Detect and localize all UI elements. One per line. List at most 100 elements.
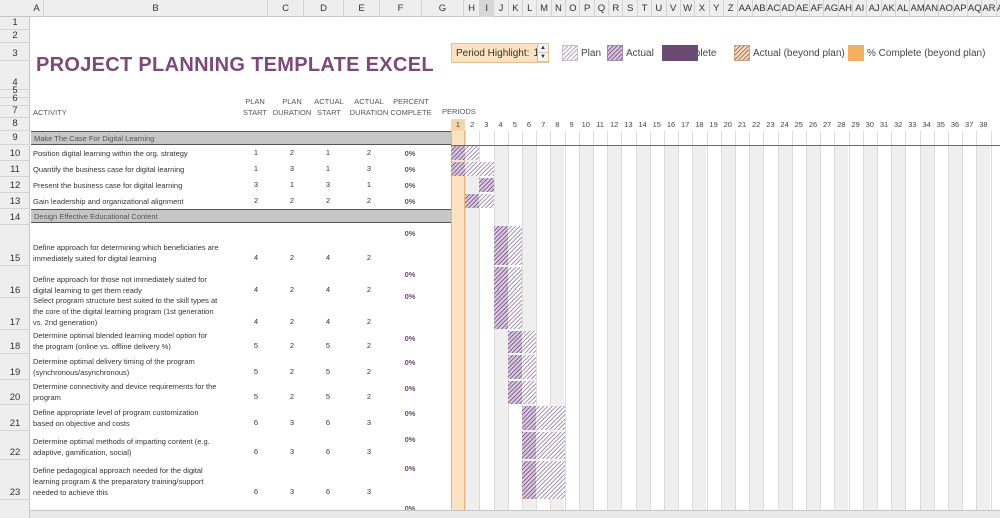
period-gridline [649,131,651,518]
column-header-p[interactable]: P [580,0,595,17]
row-header-20[interactable]: 20 [0,380,30,405]
period-spinner[interactable]: ▲ ▼ [537,44,548,62]
column-header-x[interactable]: X [695,0,710,17]
column-header-o[interactable]: O [566,0,581,17]
plan-start-cell: 6 [253,447,259,456]
column-header-e[interactable]: E [344,0,380,17]
row-header-3[interactable]: 3 [0,43,30,61]
row-header-7[interactable]: 7 [0,105,30,118]
column-header-y[interactable]: Y [710,0,724,17]
period-number: 19 [709,120,718,129]
sheet-tab-bar[interactable] [30,510,1000,518]
row-header-9[interactable]: 9 [0,131,30,145]
column-header-r[interactable]: R [609,0,624,17]
actual-start-cell: 4 [325,253,331,262]
row-header-17[interactable]: 17 [0,298,30,330]
actual-bar [465,194,480,208]
column-header-ap[interactable]: AP [954,0,968,17]
column-header-f[interactable]: F [380,0,422,17]
spinner-up-icon[interactable]: ▲ [538,44,548,53]
row-header-1[interactable]: 1 [0,17,30,30]
period-number: 2 [470,120,475,129]
column-header-j[interactable]: J [494,0,509,17]
column-header-ak[interactable]: AK [882,0,897,17]
actual-bar [451,162,466,176]
row-header-14[interactable]: 14 [0,209,30,225]
row-header-6[interactable]: 6 [0,93,30,106]
column-header-z[interactable]: Z [724,0,739,17]
plan-duration-cell: 2 [289,148,295,157]
row-header-4[interactable]: 4 [0,61,30,90]
column-header-g[interactable]: G [422,0,464,17]
column-header-an[interactable]: AN [925,0,940,17]
period-band [834,145,849,518]
column-header-m[interactable]: M [537,0,552,17]
plan-duration-cell: 3 [289,164,295,173]
column-header-aq[interactable]: AQ [968,0,983,17]
column-header-aj[interactable]: AJ [867,0,882,17]
spinner-down-icon[interactable]: ▼ [538,53,548,62]
period-gridline [777,131,779,518]
column-header-w[interactable]: W [681,0,696,17]
actual-bar [522,461,537,499]
column-header-s[interactable]: S [624,0,638,17]
activity-name: Select program structure best suited to … [33,296,218,327]
column-header-v[interactable]: V [667,0,681,17]
row-header-16[interactable]: 16 [0,266,30,298]
actual-bar [522,406,537,430]
row-header-18[interactable]: 18 [0,330,30,354]
period-number: 17 [681,120,690,129]
activity-name: Define approach for those not immediatel… [33,275,207,295]
row-header-15[interactable]: 15 [0,225,30,266]
period-highlight-control[interactable]: Period Highlight: 1 ▲ ▼ [451,43,549,63]
row-header-10[interactable]: 10 [0,145,30,161]
column-header-k[interactable]: K [509,0,524,17]
period-gridline [720,131,722,518]
row-header-21[interactable]: 21 [0,405,30,431]
column-header-ad[interactable]: AD [781,0,796,17]
column-header-ab[interactable]: AB [753,0,767,17]
actual-duration-cell: 2 [366,341,372,350]
column-header-al[interactable]: AL [896,0,911,17]
column-header-aa[interactable]: AA [738,0,753,17]
column-header-b[interactable]: B [44,0,268,17]
column-header-am[interactable]: AM [911,0,925,17]
column-header-n[interactable]: N [552,0,567,17]
column-header-af[interactable]: AF [810,0,825,17]
column-header-u[interactable]: U [652,0,667,17]
row-header-19[interactable]: 19 [0,354,30,380]
column-header-d[interactable]: D [304,0,344,17]
column-header-t[interactable]: T [638,0,653,17]
row-header-13[interactable]: 13 [0,193,30,209]
legend-pct-complete: % Complete [662,44,716,62]
row-header-8[interactable]: 8 [0,118,30,131]
row-header-23[interactable]: 23 [0,460,30,500]
column-header-h[interactable]: H [464,0,480,17]
period-highlight-label: Period Highlight: [456,47,530,59]
period-gridline [621,131,623,518]
column-header-c[interactable]: C [268,0,304,17]
row-header-11[interactable]: 11 [0,161,30,177]
column-header-l[interactable]: L [523,0,538,17]
column-header-q[interactable]: Q [595,0,610,17]
column-header-ao[interactable]: AO [939,0,954,17]
column-header-ac[interactable]: AC [767,0,782,17]
column-header-ae[interactable]: AE [796,0,811,17]
column-header-as[interactable]: AS [997,0,1000,17]
column-header-ah[interactable]: AH [839,0,854,17]
row-header-22[interactable]: 22 [0,431,30,460]
column-header-ai[interactable]: AI [853,0,868,17]
column-header-a[interactable]: A [30,0,44,17]
column-header-ag[interactable]: AG [824,0,839,17]
period-number: 1 [451,119,465,131]
period-number: 28 [837,120,846,129]
period-gridline [962,131,964,518]
column-header-ar[interactable]: AR [982,0,997,17]
plan-duration-cell: 3 [289,487,295,496]
column-header-i[interactable]: I [480,0,495,17]
row-header-12[interactable]: 12 [0,177,30,193]
row-header-5[interactable]: 5 [0,85,30,98]
percent-complete-cell: 0% [404,409,416,418]
row-header-2[interactable]: 2 [0,30,30,43]
